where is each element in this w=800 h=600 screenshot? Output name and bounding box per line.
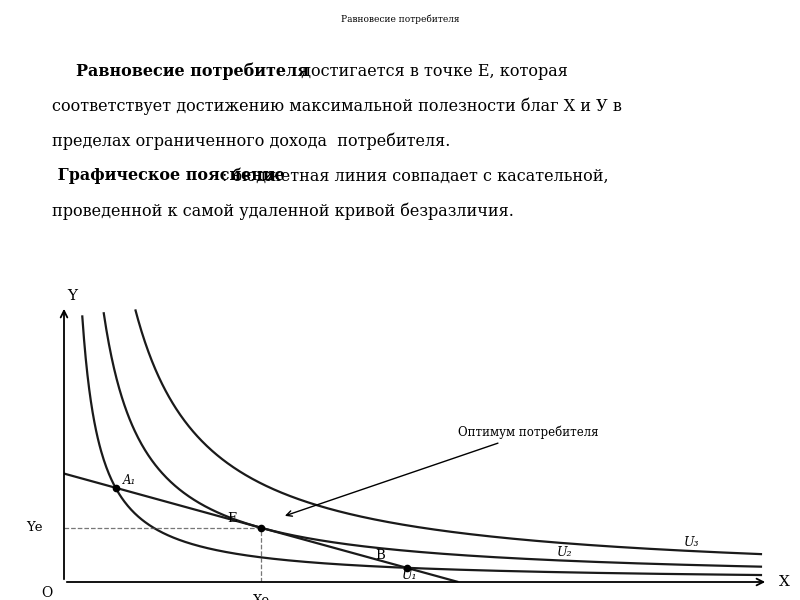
Text: проведенной к самой удаленной кривой безразличия.: проведенной к самой удаленной кривой без…	[52, 202, 514, 220]
Text: B: B	[375, 550, 385, 562]
Text: Xе: Xе	[253, 595, 270, 600]
Text: пределах ограниченного дохода  потребителя.: пределах ограниченного дохода потребител…	[52, 133, 450, 150]
Text: Yе: Yе	[26, 521, 43, 534]
Text: O: O	[41, 586, 52, 600]
Text: Y: Y	[67, 289, 78, 303]
Text: U₁: U₁	[402, 569, 418, 582]
Text: E: E	[227, 512, 237, 525]
Text: : бюджетная линия совпадает с касательной,: : бюджетная линия совпадает с касательно…	[222, 167, 609, 184]
Text: U₂: U₂	[557, 546, 572, 559]
Text: X: X	[778, 575, 790, 589]
Text: Равновесие потребителя: Равновесие потребителя	[76, 63, 309, 80]
Text: U₃: U₃	[683, 536, 699, 549]
Text: Графическое пояснение: Графическое пояснение	[52, 167, 285, 184]
Text: Оптимум потребителя: Оптимум потребителя	[286, 426, 598, 516]
Text: A₁: A₁	[122, 473, 136, 487]
Text: Равновесие потребителя: Равновесие потребителя	[341, 15, 459, 25]
Text: соответствует достижению максимальной полезности благ Х и У в: соответствует достижению максимальной по…	[52, 98, 622, 115]
Text: достигается в точке Е, которая: достигается в точке Е, которая	[296, 63, 568, 80]
